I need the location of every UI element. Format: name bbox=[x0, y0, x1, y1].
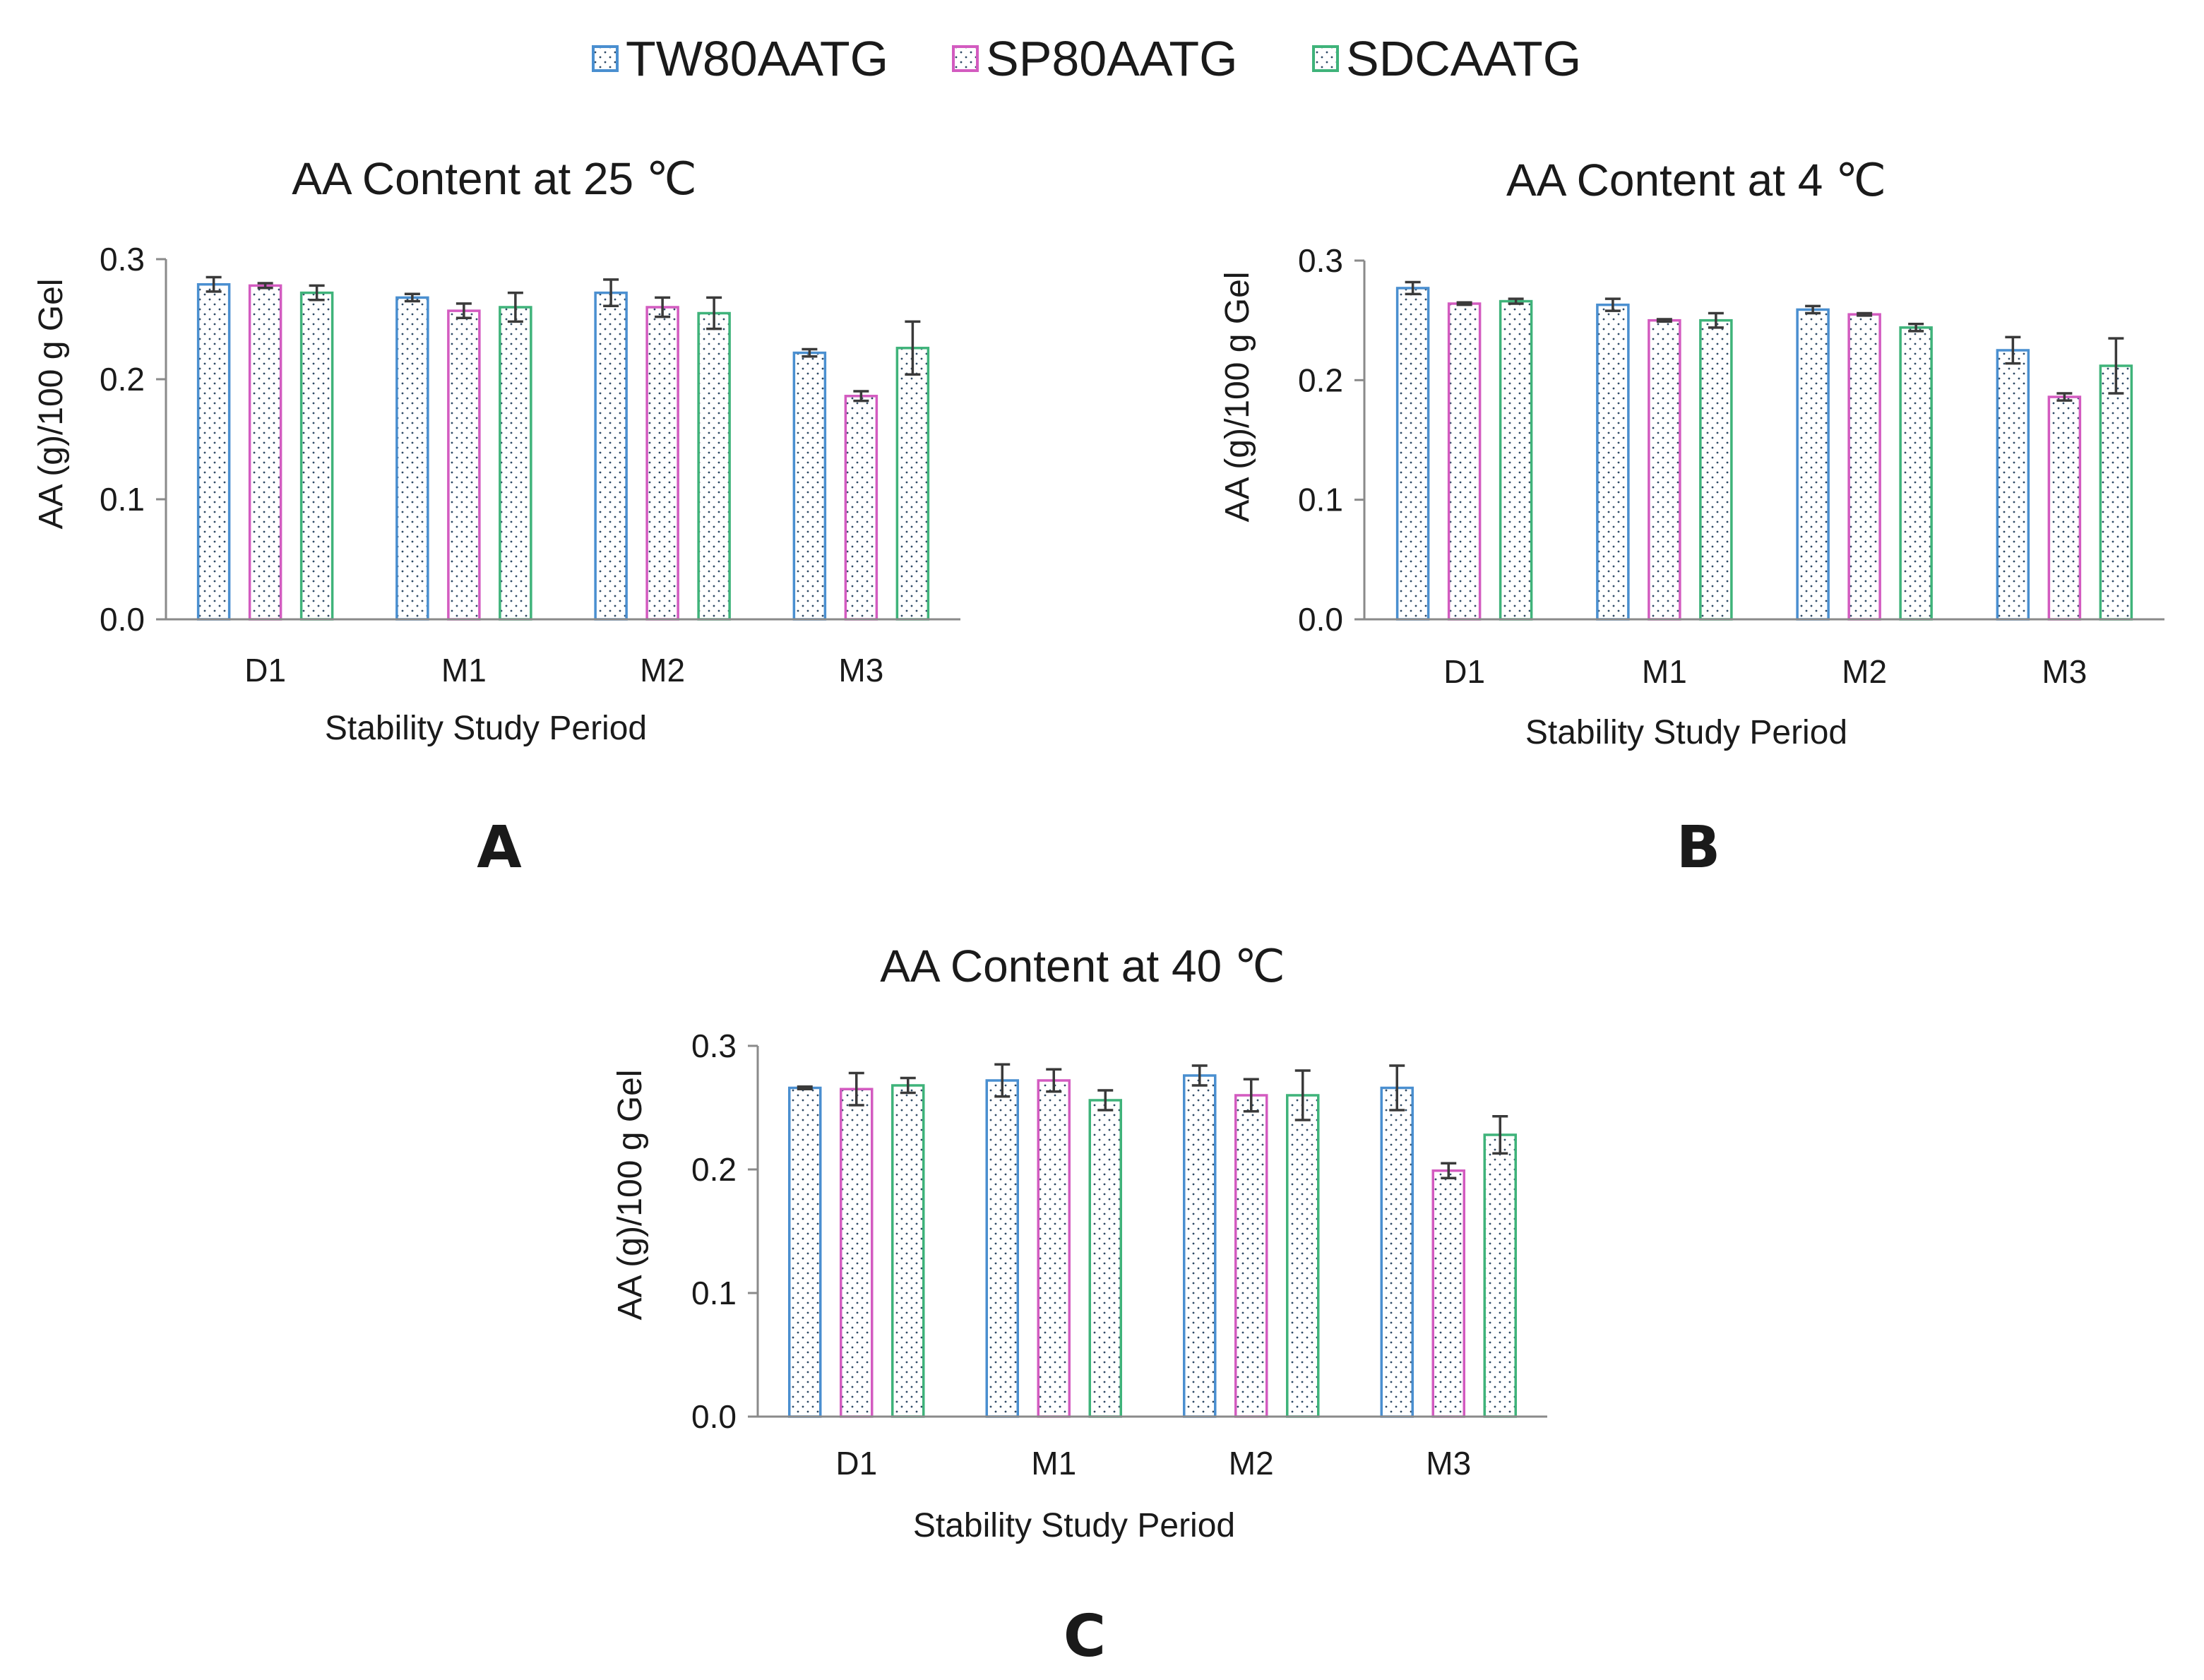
x-axis-label: Stability Study Period bbox=[325, 710, 647, 747]
bar bbox=[1395, 287, 1430, 621]
y-tick-label: 0.2 bbox=[100, 361, 145, 398]
x-tick-label: M2 bbox=[640, 652, 685, 689]
bar bbox=[196, 282, 231, 621]
bar bbox=[1183, 1074, 1217, 1418]
x-tick-label: M1 bbox=[1031, 1445, 1076, 1482]
panel-letter-c: C bbox=[1064, 1603, 1106, 1670]
x-tick-label: M3 bbox=[1426, 1445, 1471, 1482]
y-tick-label: 0.0 bbox=[691, 1398, 737, 1435]
y-tick-label: 0.3 bbox=[100, 241, 145, 278]
bar bbox=[895, 347, 930, 621]
legend: TW80AATG SP80AATG SDCAATG bbox=[592, 31, 1581, 86]
bar bbox=[1648, 318, 1681, 621]
y-tick-label: 0.1 bbox=[100, 481, 145, 518]
bar bbox=[2047, 395, 2082, 621]
panel-letter-a: A bbox=[477, 814, 522, 881]
legend-item-sp80aatg: SP80AATG bbox=[952, 31, 1238, 86]
x-axis-label: Stability Study Period bbox=[1525, 714, 1847, 751]
x-tick-label: D1 bbox=[244, 652, 286, 689]
panel-letter-b: B bbox=[1676, 814, 1721, 881]
bar bbox=[594, 291, 628, 621]
y-tick-label: 0.0 bbox=[100, 601, 145, 638]
bar bbox=[1483, 1133, 1517, 1418]
plot-area: 0.0 0.1 0.2 0.3 D1 M1 M2 M3 bbox=[691, 1027, 1547, 1482]
chart-title: AA Content at 25 ℃ bbox=[292, 153, 697, 204]
bar bbox=[645, 306, 679, 621]
bar bbox=[840, 1088, 874, 1418]
chart-a: AA Content at 25 ℃ 0.00.10.20.3D1 M1 M2 M3 … bbox=[32, 153, 960, 881]
x-tick-label: D1 bbox=[1443, 653, 1485, 690]
y-tick-label: 0.1 bbox=[1298, 482, 1343, 518]
y-axis-label: AA (g)/100 g Gel bbox=[32, 279, 70, 530]
y-tick-label: 0.2 bbox=[1298, 362, 1343, 398]
bar bbox=[1234, 1094, 1268, 1418]
x-tick-label: M2 bbox=[1842, 653, 1887, 690]
chart-title: AA Content at 40 ℃ bbox=[880, 941, 1285, 991]
y-tick-label: 0.2 bbox=[691, 1151, 737, 1188]
x-tick-label: D1 bbox=[835, 1445, 877, 1482]
legend-item-tw80aatg: TW80AATG bbox=[592, 31, 888, 86]
bar bbox=[299, 291, 334, 621]
bar bbox=[788, 1086, 822, 1418]
bar bbox=[1447, 302, 1482, 621]
bar bbox=[1431, 1169, 1465, 1418]
bar bbox=[697, 311, 731, 621]
y-tick-label: 0.3 bbox=[691, 1027, 737, 1064]
bar bbox=[891, 1084, 925, 1418]
x-axis-label: Stability Study Period bbox=[913, 1507, 1235, 1544]
bar bbox=[1596, 303, 1630, 621]
chart-b: AA Content at 4 ℃ 0.0 0.1 0.2 0.3 D1 M1 M2 M3 A… bbox=[1219, 155, 2164, 881]
legend-swatch-tw80aatg bbox=[592, 45, 619, 72]
x-tick-label: M2 bbox=[1229, 1445, 1274, 1482]
bar bbox=[1899, 326, 1933, 621]
plot-area: 0.0 0.1 0.2 0.3 D1 M1 M2 M3 bbox=[100, 241, 960, 689]
bar bbox=[1996, 349, 2030, 621]
chart-title: AA Content at 4 ℃ bbox=[1506, 155, 1886, 205]
x-tick-label: M1 bbox=[441, 652, 487, 689]
legend-label-tw80aatg: TW80AATG bbox=[626, 31, 888, 86]
y-axis-label: AA (g)/100 g Gel bbox=[1219, 272, 1256, 523]
y-tick-label: 0.1 bbox=[691, 1275, 737, 1311]
x-tick-label: M3 bbox=[2042, 653, 2087, 690]
legend-swatch-sdcaatg bbox=[1312, 45, 1339, 72]
y-tick-label: 0.0 bbox=[1298, 601, 1343, 638]
bar bbox=[1286, 1094, 1320, 1418]
legend-label-sdcaatg: SDCAATG bbox=[1346, 31, 1581, 86]
y-tick-label: 0.3 bbox=[1298, 242, 1343, 279]
bar bbox=[447, 309, 481, 621]
legend-label-sp80aatg: SP80AATG bbox=[986, 31, 1238, 86]
bar bbox=[2099, 364, 2133, 621]
bar bbox=[1847, 313, 1881, 621]
plot-area: 0.0 0.1 0.2 0.3 D1 M1 M2 M3 bbox=[1298, 242, 2164, 690]
legend-swatch-sp80aatg bbox=[952, 45, 979, 72]
legend-item-sdcaatg: SDCAATG bbox=[1312, 31, 1581, 86]
bar bbox=[1699, 318, 1733, 621]
x-tick-label: M3 bbox=[838, 652, 883, 689]
bar bbox=[1499, 299, 1533, 621]
y-axis-label: AA (g)/100 g Gel bbox=[612, 1070, 649, 1321]
bar bbox=[1380, 1086, 1414, 1418]
bar bbox=[395, 296, 429, 621]
bar bbox=[499, 306, 532, 621]
bar bbox=[1037, 1079, 1071, 1418]
bar bbox=[248, 284, 282, 621]
bar bbox=[985, 1079, 1019, 1418]
chart-c: AA Content at 40 ℃ 0.00.10.20.3D1 M1 M2 M3 … bbox=[612, 941, 1547, 1670]
bar bbox=[844, 395, 878, 621]
bar bbox=[1088, 1099, 1122, 1418]
x-tick-label: M1 bbox=[1642, 653, 1687, 690]
bar bbox=[792, 351, 827, 621]
bar bbox=[1796, 308, 1830, 621]
